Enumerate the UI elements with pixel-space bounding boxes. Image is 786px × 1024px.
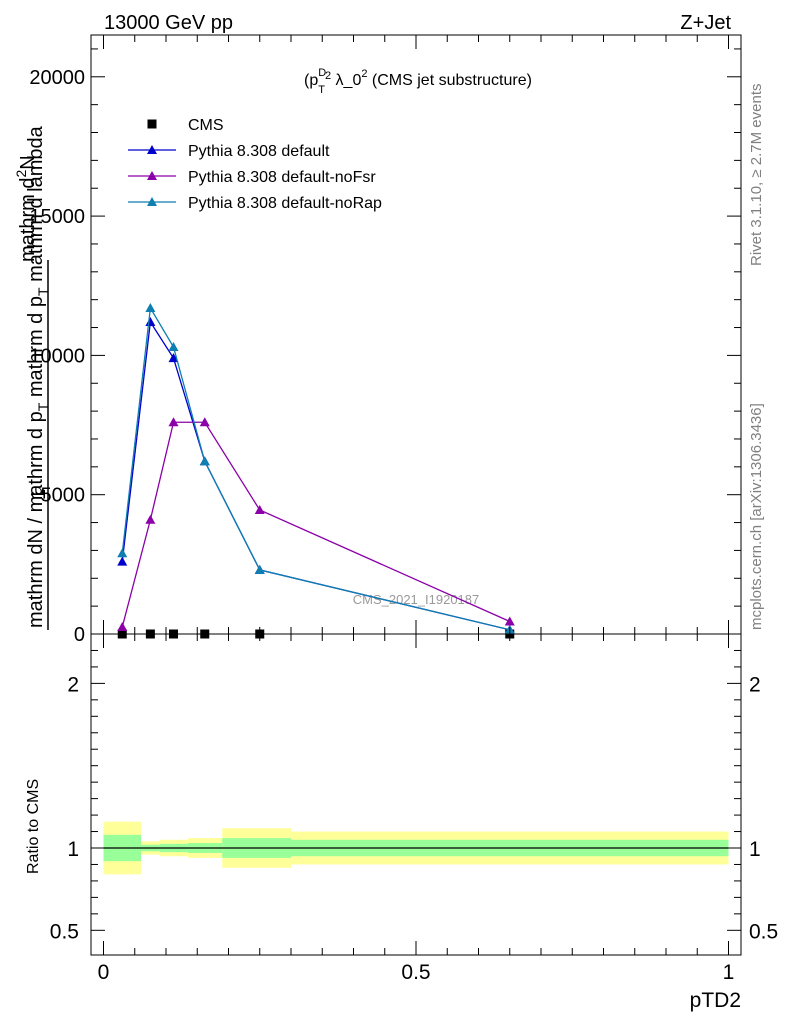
legend-label: CMS bbox=[188, 117, 224, 134]
data-point-triangle bbox=[168, 417, 179, 427]
data-point-triangle bbox=[504, 616, 515, 626]
ratio-panel-frame bbox=[90, 633, 742, 956]
series-pythia-8-308-default-nofsr bbox=[117, 417, 515, 632]
main-axes: 0 5000 10000 15000 20000 bbox=[29, 35, 741, 646]
y-label-part-a: mathrm dN / mathrm d pT mathrm d pT math… bbox=[25, 125, 51, 628]
data-point-triangle bbox=[145, 303, 156, 313]
legend-marker-square bbox=[147, 119, 157, 129]
data-point-triangle bbox=[168, 342, 179, 352]
y-label-numerator: 1 bbox=[28, 489, 50, 500]
data-point-triangle bbox=[168, 353, 179, 363]
main-series-group bbox=[117, 303, 515, 639]
data-point-triangle bbox=[199, 417, 210, 427]
ratio-y-tick-label: 1 bbox=[67, 838, 79, 861]
ratio-panel: 0.5 0.5 1 1 2 2 0 0.5 1 Ratio to CMS pTD2 bbox=[25, 633, 778, 1012]
data-point-triangle bbox=[117, 556, 128, 566]
ratio-x-tick-label: 0 bbox=[98, 961, 110, 984]
main-panel: (pD T2 λ_02 (CMS jet substructure) CMS_20… bbox=[29, 34, 742, 646]
main-y-tick-label: 20000 bbox=[29, 67, 85, 89]
legend-marker-triangle bbox=[147, 171, 157, 180]
data-point-triangle bbox=[117, 622, 128, 632]
watermark-text: CMS_2021_I1920187 bbox=[353, 592, 480, 607]
main-y-tick-label: 15000 bbox=[29, 206, 85, 228]
legend-marker-triangle bbox=[147, 197, 157, 206]
ratio-y-tick-label: 0.5 bbox=[50, 920, 79, 943]
ratio-bands bbox=[103, 821, 729, 875]
legend-item: Pythia 8.308 default bbox=[128, 143, 330, 160]
ratio-y-tick-label: 2 bbox=[67, 673, 79, 696]
ratio-x-tick-label: 1 bbox=[723, 961, 735, 984]
main-plot-title: (pD T2 λ_02 (CMS jet substructure) bbox=[304, 67, 532, 96]
series-pythia-8-308-default-norap bbox=[117, 303, 515, 634]
data-point-triangle bbox=[199, 456, 210, 466]
legend: CMS Pythia 8.308 default Pythia 8.308 defa… bbox=[128, 117, 382, 212]
main-y-tick-label: 0 bbox=[74, 624, 85, 646]
legend-label: Pythia 8.308 default-noFsr bbox=[188, 169, 376, 186]
ratio-y-axis-label: Ratio to CMS bbox=[25, 779, 42, 874]
legend-label: Pythia 8.308 default bbox=[188, 143, 330, 160]
main-y-tick-label: 5000 bbox=[41, 485, 86, 507]
rivet-version-text: Rivet 3.1.10, ≥ 2.7M events bbox=[748, 84, 765, 267]
ratio-y-tick-label-right: 1 bbox=[749, 838, 761, 861]
ratio-x-tick-label: 0.5 bbox=[401, 961, 430, 984]
main-y-axis-label: 1 mathrm dN / mathrm d pT mathrm d pT ma… bbox=[13, 125, 51, 630]
legend-item: CMS bbox=[147, 117, 224, 134]
legend-item: Pythia 8.308 default-noFsr bbox=[128, 169, 376, 186]
data-point-triangle bbox=[117, 548, 128, 558]
series-line bbox=[121, 306, 510, 631]
data-point-triangle bbox=[145, 316, 156, 326]
ratio-frame-rect bbox=[90, 633, 742, 956]
legend-item: Pythia 8.308 default-noRap bbox=[128, 195, 382, 212]
data-point-triangle bbox=[254, 564, 265, 574]
ratio-axes: 0.5 0.5 1 1 2 2 0 0.5 1 bbox=[50, 634, 778, 984]
ratio-y-tick-label-right: 0.5 bbox=[749, 920, 778, 943]
mcplots-credit-text: mcplots.cern.ch [arXiv:1306.3436] bbox=[748, 403, 765, 630]
legend-marker-triangle bbox=[147, 145, 157, 154]
main-y-tick-label: 10000 bbox=[29, 345, 85, 367]
legend-label: Pythia 8.308 default-noRap bbox=[188, 195, 382, 212]
process-label: Z+Jet bbox=[680, 12, 731, 34]
series-pythia-8-308-default bbox=[117, 316, 515, 634]
series-line bbox=[121, 421, 511, 628]
ratio-y-tick-label-right: 2 bbox=[749, 673, 761, 696]
data-point-triangle bbox=[145, 514, 156, 524]
x-axis-label: pTD2 bbox=[690, 989, 741, 1012]
data-point-triangle bbox=[254, 505, 265, 515]
energy-label: 13000 GeV pp bbox=[104, 12, 233, 34]
